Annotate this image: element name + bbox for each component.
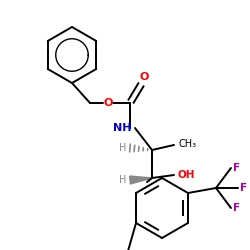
Text: F: F	[234, 203, 240, 213]
Text: NH: NH	[113, 123, 131, 133]
Text: CH₃: CH₃	[179, 139, 197, 149]
Text: O: O	[139, 72, 149, 82]
Text: H: H	[119, 143, 127, 153]
Text: F: F	[234, 163, 240, 173]
Text: O: O	[103, 98, 113, 108]
Polygon shape	[130, 176, 152, 184]
Text: H: H	[119, 175, 127, 185]
Text: F: F	[240, 183, 248, 193]
Text: OH: OH	[177, 170, 195, 180]
